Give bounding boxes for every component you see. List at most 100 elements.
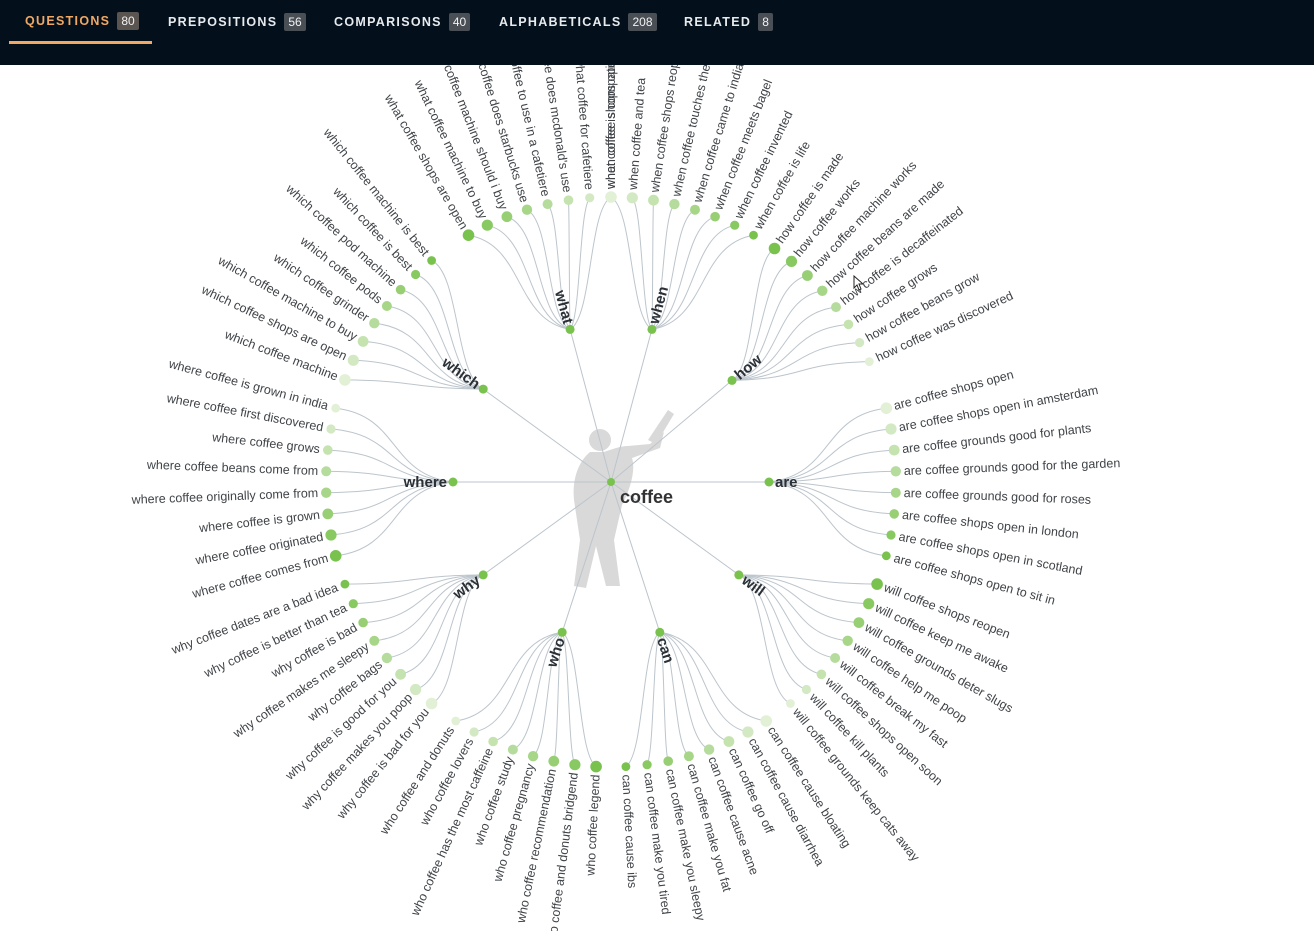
leaf-node[interactable] [395,284,406,295]
question-label[interactable]: are coffee grounds good for roses [904,486,1092,507]
leaf-node[interactable] [723,736,735,747]
question-label[interactable]: where coffee beans come from [146,458,319,478]
leaf-node[interactable] [348,599,358,609]
leaf-node[interactable] [381,301,392,311]
tab-alphabeticals[interactable]: ALPHABETICALS 208 [499,0,657,44]
leaf-node[interactable] [801,684,812,695]
leaf-node[interactable] [621,762,631,771]
leaf-node[interactable] [768,242,781,255]
leaf-node[interactable] [369,635,380,646]
leaf-node[interactable] [357,336,369,347]
leaf-node[interactable] [590,760,602,773]
leaf-node[interactable] [626,192,638,204]
leaf-node[interactable] [710,211,720,222]
question-label[interactable]: where coffee originally come from [130,486,318,507]
leaf-node[interactable] [322,508,334,520]
leaf-node[interactable] [329,550,342,562]
leaf-node[interactable] [462,229,475,241]
question-label[interactable]: what coffee for cafetiere [572,65,596,190]
leaf-node[interactable] [427,256,436,265]
leaf-node[interactable] [331,403,341,413]
leaf-node[interactable] [369,318,380,329]
leaf-node[interactable] [890,466,901,477]
question-label[interactable]: where coffee grows [211,430,321,456]
leaf-node[interactable] [481,219,493,231]
leaf-node[interactable] [642,760,652,770]
leaf-node[interactable] [871,578,883,590]
leaf-node[interactable] [786,699,795,708]
leaf-node[interactable] [521,204,533,215]
leaf-link [659,631,710,751]
question-label[interactable]: can coffee cause ibs [619,774,639,888]
leaf-node[interactable] [669,198,680,210]
leaf-node[interactable] [802,270,813,281]
leaf-node[interactable] [339,374,351,386]
leaf-node[interactable] [881,551,891,561]
leaf-node[interactable] [842,635,853,646]
leaf-node[interactable] [683,751,694,762]
leaf-node[interactable] [548,755,560,767]
leaf-node[interactable] [321,487,332,498]
leaf-node[interactable] [395,668,406,680]
leaf-node[interactable] [358,617,368,628]
leaf-node[interactable] [843,319,854,330]
leaf-node[interactable] [410,683,422,696]
leaf-node[interactable] [890,487,901,498]
leaf-node[interactable] [760,715,772,727]
leaf-node[interactable] [742,726,754,738]
tab-prepositions[interactable]: PREPOSITIONS 56 [168,0,306,44]
tab-related[interactable]: RELATED 8 [684,0,773,44]
leaf-node[interactable] [885,423,897,435]
leaf-node[interactable] [830,653,841,663]
leaf-node[interactable] [507,744,518,755]
question-label[interactable]: who coffee legend [583,774,602,877]
leaf-node[interactable] [488,736,498,747]
leaf-node[interactable] [585,193,595,203]
leaf-node[interactable] [326,424,336,434]
tab-questions[interactable]: QUESTIONS 80 [9,0,152,44]
leaf-node[interactable] [749,230,758,240]
leaf-node[interactable] [853,617,865,628]
leaf-node[interactable] [889,509,899,519]
leaf-node[interactable] [690,204,700,215]
leaf-node[interactable] [340,579,350,589]
leaf-node[interactable] [527,751,539,762]
leaf-node[interactable] [648,194,659,206]
leaf-node[interactable] [888,444,900,456]
leaf-node[interactable] [886,530,896,540]
leaf-node[interactable] [501,211,513,223]
leaf-node[interactable] [469,727,479,737]
question-label[interactable]: when coffee shops open [604,65,618,190]
leaf-node[interactable] [816,669,827,680]
leaf-node[interactable] [831,302,841,313]
leaf-node[interactable] [451,716,461,726]
leaf-node[interactable] [347,354,359,366]
question-label[interactable]: what coffee is compatible with delonghi [604,65,618,190]
leaf-node[interactable] [425,697,438,710]
leaf-node[interactable] [325,529,337,541]
question-label[interactable]: are coffee grounds good for the garden [904,456,1121,478]
leaf-node[interactable] [817,285,828,296]
leaf-node[interactable] [542,199,553,210]
hub-node [557,627,567,637]
question-label[interactable]: where coffee is grown [197,508,320,536]
leaf-node[interactable] [864,357,874,366]
leaf-node[interactable] [321,466,332,477]
leaf-node[interactable] [605,191,617,203]
leaf-node[interactable] [855,338,865,348]
leaf-link [326,470,454,483]
question-label[interactable]: when coffee and tea [626,77,648,191]
tab-comparisons[interactable]: COMPARISONS 40 [334,0,471,44]
leaf-node[interactable] [563,195,574,205]
hub-node [764,477,774,487]
leaf-node[interactable] [703,744,715,755]
leaf-node[interactable] [880,402,893,415]
leaf-node[interactable] [730,220,740,230]
leaf-node[interactable] [569,759,581,771]
leaf-node[interactable] [863,598,875,610]
leaf-node[interactable] [323,445,333,455]
leaf-node[interactable] [663,756,673,766]
leaf-node[interactable] [381,652,393,664]
leaf-node[interactable] [785,255,798,267]
leaf-node[interactable] [411,269,421,280]
